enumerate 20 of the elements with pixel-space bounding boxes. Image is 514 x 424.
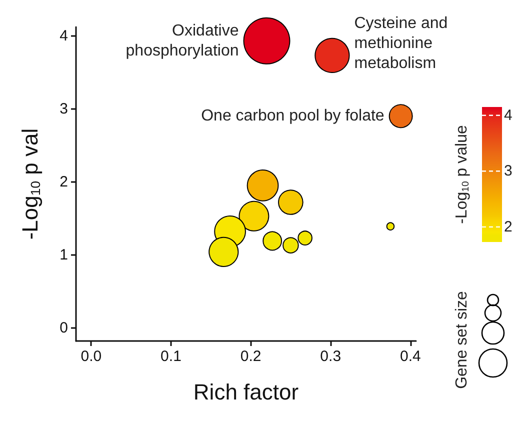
legend-title: Gene set size [454,290,470,389]
x-tick-label: 0.3 [320,348,342,365]
color-bar-title: -Log10 p value [454,125,472,224]
color-bar-label: 2 [504,218,512,236]
y-tick-label: 4 [60,27,68,44]
x-tick-label: 0.4 [400,348,421,365]
annotation: One carbon pool by folate [201,108,384,125]
color-bar-label: 4 [504,106,512,124]
y-tick-label: 0 [60,319,68,336]
y-axis-title: -Log10 p val [18,128,43,240]
x-axis-title: Rich factor [193,380,299,404]
x-tick-label: 0.1 [160,348,182,365]
color-bar-label: 3 [504,162,512,180]
annotation: Oxidative phosphorylation [126,22,239,60]
y-tick-label: 3 [60,100,68,118]
x-tick-label: 0.2 [240,348,262,365]
x-tick-label: 0.0 [80,348,102,365]
y-tick-label: 1 [60,246,68,264]
y-tick-label: 2 [60,173,68,190]
annotation: Cysteine and methionine metabolism [354,14,448,72]
